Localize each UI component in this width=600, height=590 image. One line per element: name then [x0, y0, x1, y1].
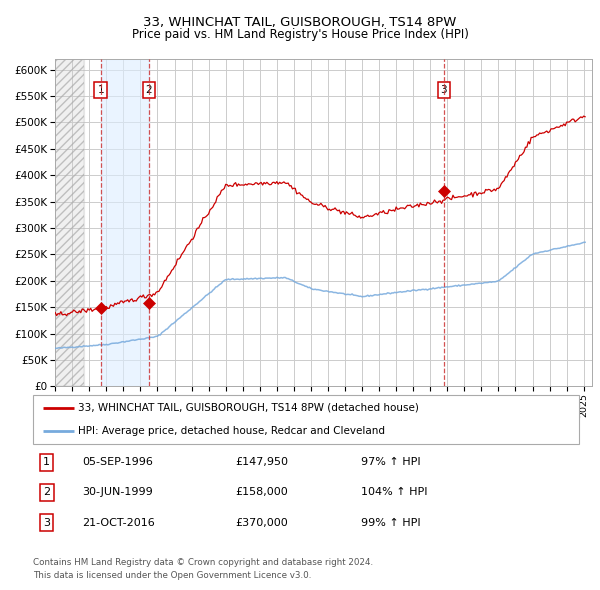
Text: Price paid vs. HM Land Registry's House Price Index (HPI): Price paid vs. HM Land Registry's House …: [131, 28, 469, 41]
Text: 104% ↑ HPI: 104% ↑ HPI: [361, 487, 427, 497]
Text: £370,000: £370,000: [235, 517, 288, 527]
Text: This data is licensed under the Open Government Licence v3.0.: This data is licensed under the Open Gov…: [33, 571, 311, 579]
Text: 21-OCT-2016: 21-OCT-2016: [82, 517, 155, 527]
Text: Contains HM Land Registry data © Crown copyright and database right 2024.: Contains HM Land Registry data © Crown c…: [33, 558, 373, 566]
Text: £158,000: £158,000: [235, 487, 288, 497]
Text: HPI: Average price, detached house, Redcar and Cleveland: HPI: Average price, detached house, Redc…: [78, 425, 385, 435]
FancyBboxPatch shape: [33, 395, 579, 444]
Text: 1: 1: [43, 457, 50, 467]
Bar: [55, 59, 84, 386]
Bar: [55, 59, 84, 386]
Text: 30-JUN-1999: 30-JUN-1999: [82, 487, 153, 497]
Text: 3: 3: [440, 85, 447, 95]
Text: £147,950: £147,950: [235, 457, 288, 467]
Text: 3: 3: [43, 517, 50, 527]
Text: 97% ↑ HPI: 97% ↑ HPI: [361, 457, 420, 467]
Text: 2: 2: [43, 487, 50, 497]
Text: 05-SEP-1996: 05-SEP-1996: [82, 457, 153, 467]
Text: 99% ↑ HPI: 99% ↑ HPI: [361, 517, 420, 527]
Text: 33, WHINCHAT TAIL, GUISBOROUGH, TS14 8PW: 33, WHINCHAT TAIL, GUISBOROUGH, TS14 8PW: [143, 16, 457, 29]
Bar: [101, 59, 149, 386]
Text: 33, WHINCHAT TAIL, GUISBOROUGH, TS14 8PW (detached house): 33, WHINCHAT TAIL, GUISBOROUGH, TS14 8PW…: [78, 403, 419, 413]
Text: 2: 2: [146, 85, 152, 95]
Text: 1: 1: [97, 85, 104, 95]
